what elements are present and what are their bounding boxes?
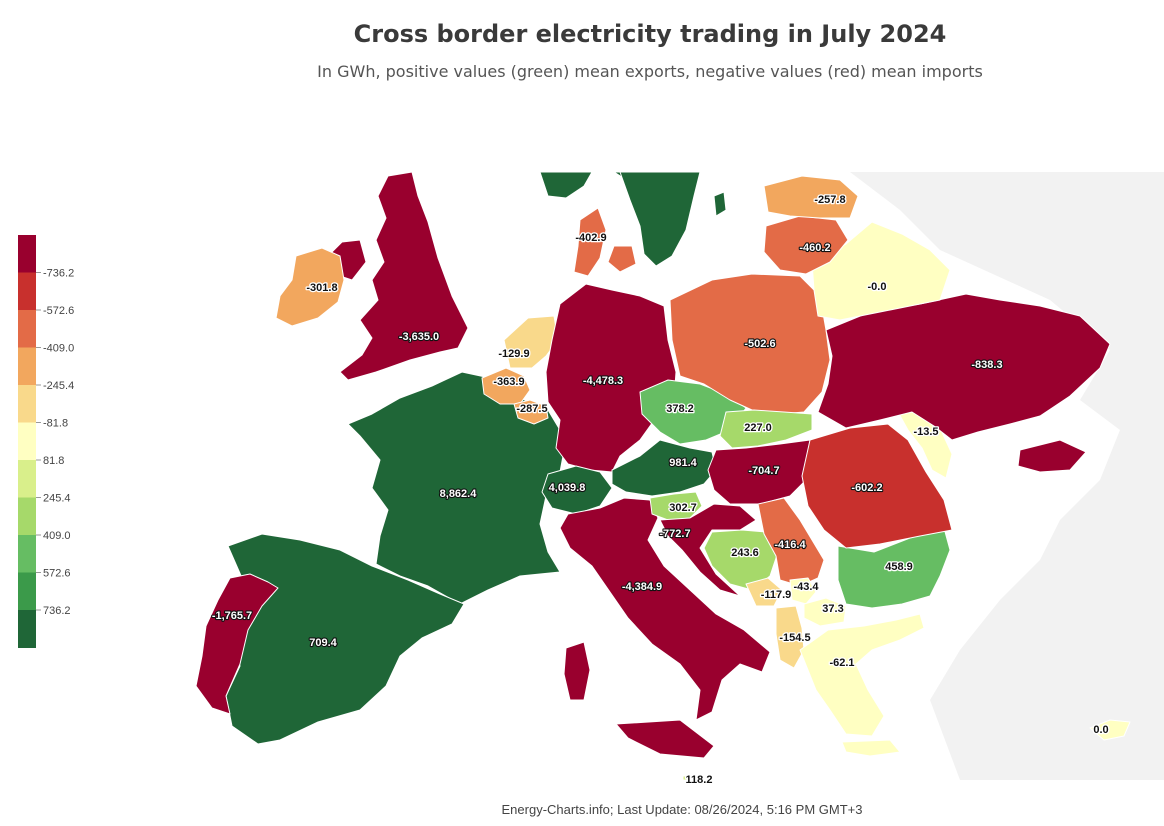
value-label-united-kingdom: -3,635.0 [399, 331, 439, 343]
legend-swatch [18, 310, 36, 348]
region-latvia[interactable] [763, 175, 859, 219]
region-croatia[interactable] [659, 503, 757, 597]
region-switzerland[interactable] [541, 465, 613, 515]
value-label-netherlands: -129.9 [498, 348, 529, 360]
value-label-czech-republic: 378.2 [666, 403, 694, 415]
value-label-france: 8,862.4 [440, 488, 478, 500]
value-label-romania: -602.2 [851, 482, 882, 494]
legend-swatch [18, 572, 36, 611]
legend-swatch [18, 385, 36, 423]
region-hungary[interactable] [707, 439, 823, 505]
region-sweden[interactable] [619, 171, 727, 267]
legend-swatch [18, 422, 36, 461]
region-montenegro[interactable] [745, 577, 783, 607]
value-label-slovenia: 302.7 [669, 502, 697, 514]
value-label-austria: 981.4 [669, 457, 697, 469]
region-slovakia[interactable] [719, 409, 813, 449]
color-legend: -736.2 -572.6 -409.0 -245.4 -81.8 81.8 245.4 40… [18, 235, 74, 648]
region-ireland[interactable] [275, 247, 345, 327]
value-label-italy: -4,384.9 [622, 581, 662, 593]
legend-tick-label: 572.6 [43, 568, 71, 580]
region-denmark[interactable] [573, 207, 637, 277]
legend-swatch [18, 497, 36, 536]
value-label-luxembourg: -287.5 [516, 403, 547, 415]
value-label-poland: -502.6 [744, 338, 775, 350]
value-label-kosovo: -43.4 [793, 581, 819, 593]
value-label-latvia: -257.8 [814, 194, 845, 206]
region-france[interactable] [347, 371, 567, 605]
legend-swatch [18, 610, 36, 648]
legend-tick-label: -572.6 [43, 305, 74, 317]
region-kosovo[interactable] [789, 577, 817, 605]
region-bulgaria[interactable] [837, 527, 951, 609]
value-label-bosnia-and-herzegovina: 243.6 [731, 547, 759, 559]
region-luxembourg[interactable] [513, 399, 549, 425]
value-label-croatia: -772.7 [659, 528, 690, 540]
region-italy[interactable] [559, 497, 771, 759]
region-malta[interactable] [682, 775, 691, 781]
region-united-kingdom[interactable] [325, 171, 469, 381]
legend-tick-label: 81.8 [43, 455, 64, 467]
value-label-malta: 118.2 [686, 774, 713, 786]
region-portugal[interactable] [195, 573, 279, 715]
value-label-moldova: -13.5 [913, 426, 938, 438]
legend-swatch [18, 460, 36, 498]
region-albania[interactable] [775, 605, 805, 669]
value-label-belarus: -0.0 [868, 281, 887, 293]
region-germany[interactable] [545, 283, 677, 473]
region-belgium[interactable] [481, 367, 531, 405]
value-label-switzerland: 4,039.8 [549, 482, 586, 494]
legend-swatch [18, 535, 36, 573]
legend-tick-label: -409.0 [43, 343, 74, 355]
region-poland[interactable] [669, 273, 831, 415]
legend-swatch [18, 235, 36, 273]
legend-tick-label: 736.2 [43, 605, 71, 617]
legend-tick-label: -736.2 [43, 268, 74, 280]
region-belarus[interactable] [811, 221, 951, 321]
legend-tick-label: 409.0 [43, 530, 71, 542]
chart-title: Cross border electricity trading in July… [353, 20, 947, 48]
value-label-hungary: -704.7 [748, 465, 779, 477]
value-label-ukraine: -838.3 [971, 359, 1002, 371]
legend-tick-label: -81.8 [43, 418, 68, 430]
region-serbia[interactable] [757, 497, 825, 587]
region-north-macedonia[interactable] [803, 597, 847, 627]
value-label-germany: -4,478.3 [583, 375, 623, 387]
region-romania[interactable] [801, 423, 953, 549]
value-label-bulgaria: 458.9 [885, 561, 913, 573]
chart-subtitle: In GWh, positive values (green) mean exp… [317, 62, 983, 81]
value-label-belgium: -363.9 [493, 376, 524, 388]
value-label-montenegro: -117.9 [761, 589, 792, 601]
region-ukraine[interactable] [817, 293, 1111, 473]
legend-swatch [18, 272, 36, 311]
value-label-spain: 709.4 [309, 637, 337, 649]
value-label-lithuania: -460.2 [799, 242, 830, 254]
value-label-portugal: -1,765.7 [212, 610, 252, 622]
legend-swatch [18, 347, 36, 386]
value-label-ireland: -301.8 [306, 282, 337, 294]
value-label-north-macedonia: 37.3 [822, 603, 843, 615]
value-label-cyprus: 0.0 [1093, 724, 1108, 736]
value-label-serbia: -416.4 [774, 539, 806, 551]
value-label-greece: -62.1 [829, 657, 854, 669]
legend-tick-label: 245.4 [43, 493, 71, 505]
value-label-albania: -154.5 [779, 632, 810, 644]
region-slovenia[interactable] [649, 491, 703, 521]
value-label-denmark: -402.9 [575, 232, 606, 244]
value-label-slovakia: 227.0 [744, 422, 772, 434]
footer-source: Energy-Charts.info; Last Update: 08/26/2… [501, 802, 863, 817]
legend-tick-label: -245.4 [43, 380, 74, 392]
region-cyprus[interactable] [1089, 719, 1131, 741]
region-greece[interactable] [799, 613, 925, 757]
